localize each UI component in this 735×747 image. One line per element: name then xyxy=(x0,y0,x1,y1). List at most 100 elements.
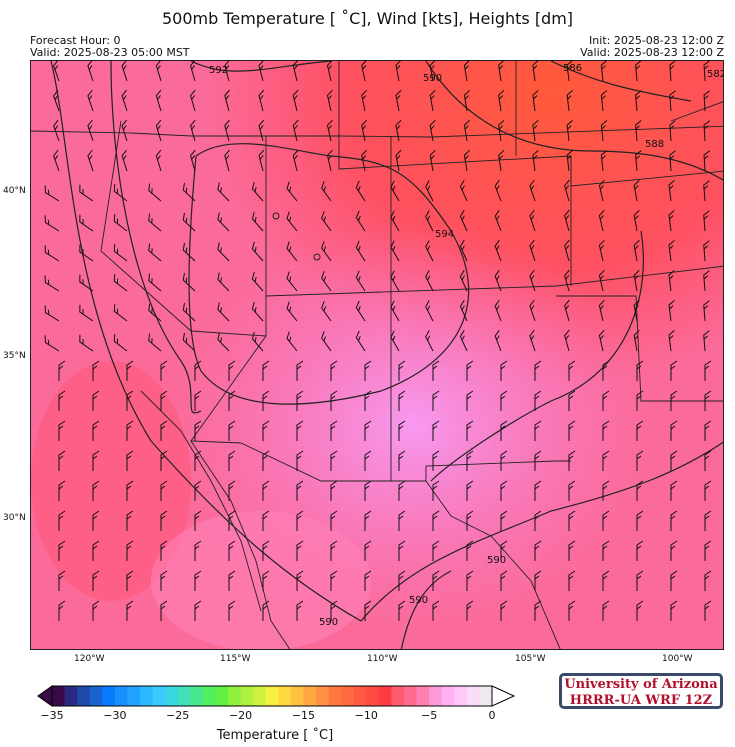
wind-barb xyxy=(160,510,168,531)
wind-barb xyxy=(494,269,502,292)
wind-barb xyxy=(398,570,406,591)
wind-barb xyxy=(704,420,712,441)
wind-barb xyxy=(194,480,202,501)
wind-barb xyxy=(398,480,406,501)
wind-barb xyxy=(160,360,168,381)
wind-barb xyxy=(286,271,298,292)
wind-barb xyxy=(703,120,711,142)
wind-barb xyxy=(228,390,236,411)
contour-label: 582 xyxy=(707,69,724,80)
wind-barb xyxy=(364,540,372,561)
lon-label: 115°W xyxy=(220,654,251,664)
wind-barb xyxy=(668,180,675,202)
wind-barb xyxy=(224,61,230,82)
wind-barb xyxy=(598,299,605,322)
wind-barb xyxy=(160,570,168,591)
wind-barb xyxy=(44,245,60,262)
wind-barb xyxy=(669,150,676,172)
colorbar-segment xyxy=(479,686,493,706)
wind-barb xyxy=(398,420,406,441)
wind-barb xyxy=(568,360,576,381)
wind-barb xyxy=(704,510,712,531)
wind-barb xyxy=(633,329,640,352)
wind-barb xyxy=(564,329,570,352)
wind-barb xyxy=(425,300,434,322)
wind-barb xyxy=(262,510,270,531)
wind-barb xyxy=(296,420,304,441)
wind-barb xyxy=(636,390,644,411)
wind-barb xyxy=(126,570,134,591)
lon-label: 120°W xyxy=(74,654,105,664)
wind-barb xyxy=(44,185,60,202)
wind-barb xyxy=(636,570,644,591)
wind-barb xyxy=(326,149,333,172)
wind-barb xyxy=(292,61,299,82)
wind-barb xyxy=(44,305,60,322)
wind-barb xyxy=(126,600,134,621)
colorbar-min-extension xyxy=(37,685,53,707)
wind-barb xyxy=(564,209,570,232)
wind-barb xyxy=(703,300,710,322)
wind-barb xyxy=(636,600,644,621)
wind-barb xyxy=(182,272,196,292)
wind-barb xyxy=(148,333,162,352)
wind-barb xyxy=(636,360,644,381)
colorbar-segment xyxy=(127,686,141,706)
logo-line-2: HRRR-UA WRF 12Z xyxy=(569,693,713,708)
wind-barb xyxy=(395,119,402,142)
wind-barb xyxy=(262,570,270,591)
wind-barb xyxy=(598,329,605,352)
wind-barb xyxy=(330,510,338,531)
wind-barb xyxy=(494,179,502,202)
wind-barb xyxy=(321,241,332,262)
wind-barb xyxy=(529,329,536,352)
colorbar-segment xyxy=(114,686,128,706)
wind-barb xyxy=(636,510,644,531)
wind-barb xyxy=(432,360,440,381)
wind-barb xyxy=(600,120,608,142)
wind-barb xyxy=(113,214,128,232)
wind-barb xyxy=(568,570,576,591)
wind-barb xyxy=(668,240,675,262)
wind-barb xyxy=(466,510,474,531)
colorbar-segment xyxy=(240,686,254,706)
wind-barb xyxy=(44,215,60,232)
wind-barb xyxy=(704,390,712,411)
wind-barb xyxy=(364,420,372,441)
colorbar-segment xyxy=(190,686,204,706)
wind-barb xyxy=(194,450,202,471)
wind-barb xyxy=(566,61,573,82)
figure-title: 500mb Temperature [ ˚C], Wind [kts], Hei… xyxy=(161,9,574,28)
colorbar-segment xyxy=(441,686,455,706)
wind-barb xyxy=(390,210,400,232)
wind-barb xyxy=(296,600,304,621)
wind-barb xyxy=(190,149,196,172)
wind-barb xyxy=(704,570,712,591)
wind-barb xyxy=(262,450,270,471)
wind-barb xyxy=(321,271,332,292)
wind-barb xyxy=(425,240,434,262)
wind-barb xyxy=(668,330,675,352)
wind-barb xyxy=(182,332,196,352)
wind-barb xyxy=(92,570,100,591)
wind-barb xyxy=(286,331,298,352)
wind-barb xyxy=(568,420,576,441)
wind-barb xyxy=(92,600,100,621)
wind-barb xyxy=(148,303,162,322)
wind-barb xyxy=(155,119,162,142)
wind-barb xyxy=(425,180,434,202)
wind-barb xyxy=(262,600,270,621)
colorbar-segment xyxy=(165,686,179,706)
wind-barb xyxy=(602,420,610,441)
lat-label: 35°N xyxy=(3,351,26,361)
wind-barb xyxy=(126,450,134,471)
wind-barb xyxy=(194,360,202,381)
wind-barb xyxy=(87,89,94,112)
wind-barb xyxy=(568,390,576,411)
wind-barb xyxy=(602,450,610,471)
wind-barb xyxy=(182,212,196,232)
wind-barb xyxy=(53,119,60,142)
wind-barb xyxy=(459,330,468,352)
wind-barb xyxy=(529,209,536,232)
